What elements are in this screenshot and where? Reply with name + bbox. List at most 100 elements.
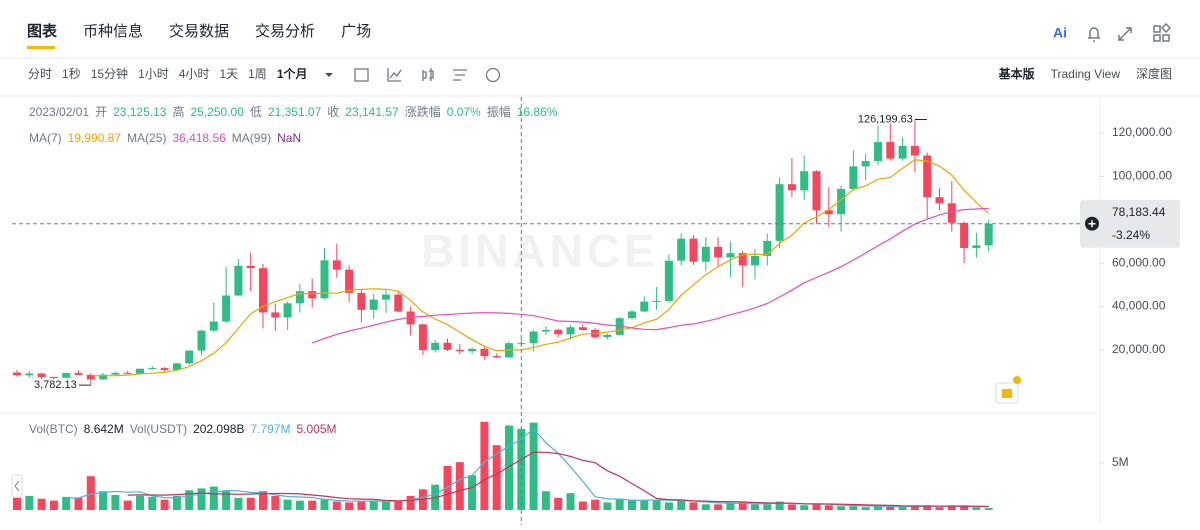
volume-bar (99, 491, 108, 510)
ohlc-value: 16.86% (517, 105, 558, 119)
grid-icon[interactable] (1153, 22, 1172, 42)
volume-bar (111, 494, 120, 510)
candle-body (271, 312, 280, 318)
calendar-icon[interactable] (354, 68, 369, 82)
candle-body (824, 210, 833, 215)
interval-button[interactable]: 15分钟 (91, 66, 128, 81)
volume-bar (787, 504, 796, 510)
volume-bar (369, 500, 378, 510)
more-icon[interactable] (485, 67, 501, 83)
interval-button[interactable]: 1周 (248, 67, 267, 81)
view-button[interactable]: 基本版 (998, 66, 1035, 81)
top-icons: Ai (1053, 22, 1172, 42)
ma-value: 19,990.87 (68, 131, 122, 145)
candle-body (148, 368, 157, 370)
expand-icon[interactable] (1118, 27, 1132, 41)
nav-tab[interactable]: 交易分析 (255, 22, 315, 40)
candle-body (13, 372, 21, 376)
volume-bar (910, 505, 919, 510)
candle-body (320, 260, 329, 299)
volume-bar (13, 497, 21, 510)
y-tick-label: 120,000.00 (1112, 125, 1172, 139)
volume-bar (394, 500, 403, 510)
ai-icon[interactable]: Ai (1053, 25, 1067, 41)
volume-bar (603, 502, 612, 510)
candle-body (628, 311, 636, 319)
candle-body (529, 331, 538, 344)
volume-bar (197, 488, 206, 510)
candle-body (714, 246, 723, 258)
nav-tab[interactable]: 图表 (27, 22, 58, 40)
high-label: 126,199.63 (858, 113, 913, 125)
candle-body (345, 269, 354, 293)
candle-icon[interactable] (422, 68, 434, 81)
candle-body (308, 291, 317, 299)
candle-body (849, 166, 858, 189)
candle-body (431, 342, 440, 351)
candle-body (972, 245, 981, 248)
volume-bar (923, 505, 932, 510)
candle-body (185, 350, 194, 364)
interval-button[interactable]: 1小时 (138, 67, 169, 81)
candle-body (689, 238, 698, 262)
ma-value: NaN (277, 131, 301, 145)
candle-body (787, 184, 796, 191)
view-button[interactable]: Trading View (1051, 67, 1121, 81)
volume-bar (295, 500, 304, 510)
ohlc-label: 振幅 (487, 104, 511, 119)
volume-bar (812, 504, 821, 510)
y-tick-label: 20,000.00 (1112, 342, 1166, 356)
candle-body (603, 334, 612, 338)
volume-bar (234, 497, 243, 510)
volume-bar (86, 476, 95, 510)
interval-button[interactable]: 分时 (28, 67, 52, 81)
candle-body (25, 373, 34, 376)
candle-body (468, 348, 477, 352)
interval-button[interactable]: 4小时 (179, 67, 210, 81)
candle-body (418, 324, 427, 351)
candle-body (99, 374, 108, 380)
dropdown-caret[interactable] (325, 73, 333, 77)
candle-body (492, 356, 501, 358)
add-order-plus (1088, 220, 1096, 228)
vol-label: Vol(USDT) (130, 422, 187, 436)
volume-bar (455, 462, 464, 510)
vol-value: 8.642M (84, 422, 124, 436)
watermark: BINANCE (421, 225, 659, 277)
candle-body (800, 171, 809, 191)
candle-body (960, 222, 969, 248)
volume-bar (738, 502, 747, 510)
settings-icon[interactable] (453, 69, 467, 81)
volume-bar (505, 425, 513, 510)
nav-tab[interactable]: 币种信息 (83, 23, 143, 40)
volume-bar (861, 507, 870, 510)
volume-bar (947, 505, 956, 510)
candle-body (394, 294, 403, 312)
volume-bar (246, 497, 255, 510)
candle-body (615, 318, 624, 335)
volume-bar (62, 496, 71, 510)
volume-bar (726, 503, 735, 510)
last-price-tag (1080, 199, 1180, 248)
candle-body (332, 260, 341, 270)
volume-bar (185, 490, 194, 510)
candle-body (701, 246, 710, 262)
side-button[interactable] (995, 376, 1021, 404)
candle-body (197, 330, 206, 351)
nav-tab[interactable]: 广场 (341, 23, 371, 40)
volume-bar (541, 491, 550, 510)
volume-bar (529, 422, 538, 510)
indicator-icon[interactable] (387, 68, 402, 82)
candle-body (652, 300, 661, 302)
interval-button[interactable]: 1秒 (62, 67, 81, 81)
bell-icon[interactable] (1088, 27, 1100, 42)
candle-body (923, 155, 932, 198)
interval-button[interactable]: 1天 (219, 67, 238, 81)
interval-button[interactable]: 1个月 (277, 66, 308, 81)
volume-bar (664, 502, 673, 510)
volume-bar (628, 499, 636, 510)
view-button[interactable]: 深度图 (1136, 66, 1172, 81)
nav-tab[interactable]: 交易数据 (169, 22, 229, 40)
candle-body (283, 303, 292, 318)
